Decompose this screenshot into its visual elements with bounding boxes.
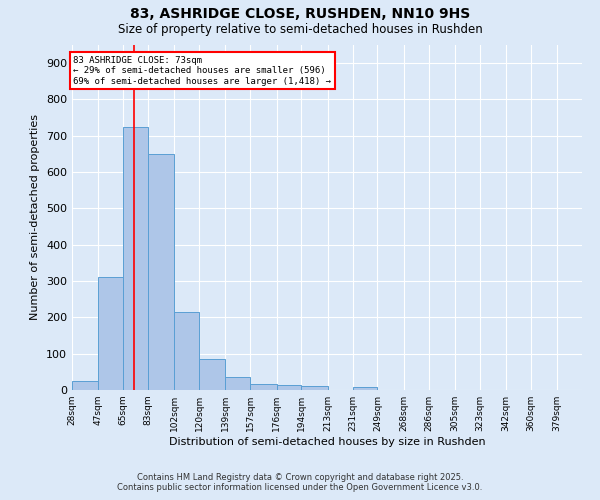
Bar [123,126,148,390]
Bar [199,359,226,390]
Bar [98,278,123,390]
Bar [277,384,301,390]
Bar [301,386,328,390]
Text: 83 ASHRIDGE CLOSE: 73sqm
← 29% of semi-detached houses are smaller (596)
69% of : 83 ASHRIDGE CLOSE: 73sqm ← 29% of semi-d… [73,56,331,86]
Bar [353,387,377,390]
Bar [148,154,174,390]
X-axis label: Distribution of semi-detached houses by size in Rushden: Distribution of semi-detached houses by … [169,437,485,447]
Text: Contains HM Land Registry data © Crown copyright and database right 2025.
Contai: Contains HM Land Registry data © Crown c… [118,473,482,492]
Bar [72,381,98,390]
Text: 83, ASHRIDGE CLOSE, RUSHDEN, NN10 9HS: 83, ASHRIDGE CLOSE, RUSHDEN, NN10 9HS [130,8,470,22]
Y-axis label: Number of semi-detached properties: Number of semi-detached properties [31,114,40,320]
Bar [174,312,199,390]
Bar [250,384,277,390]
Text: Size of property relative to semi-detached houses in Rushden: Size of property relative to semi-detach… [118,22,482,36]
Bar [226,376,250,390]
